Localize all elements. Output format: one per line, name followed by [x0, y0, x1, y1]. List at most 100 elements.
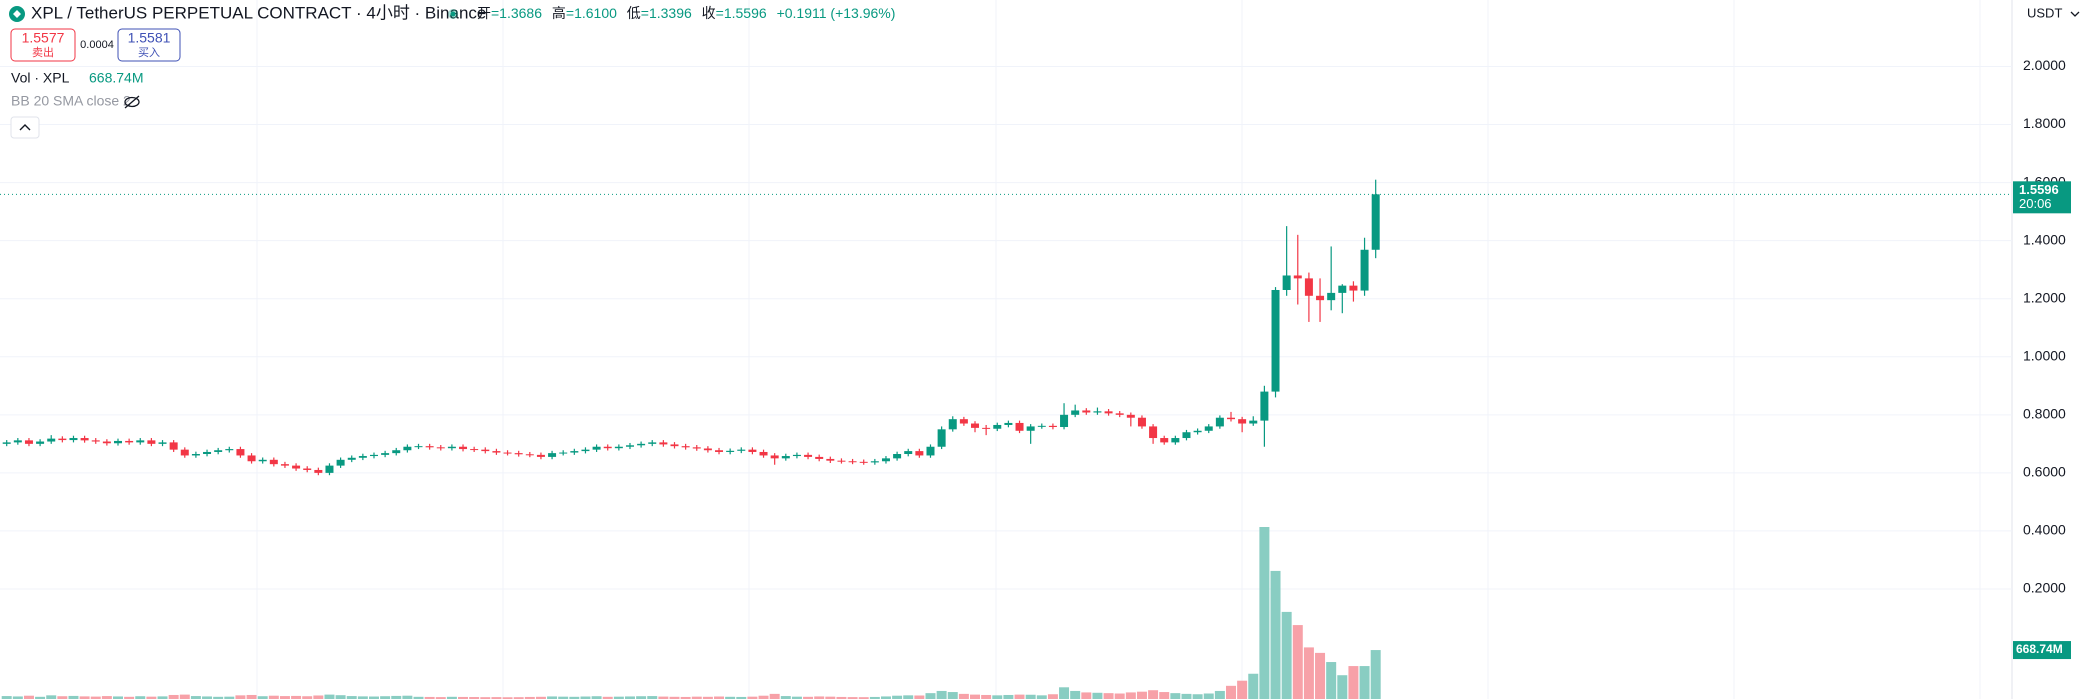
sell-price: 1.5577	[22, 30, 65, 46]
candle-body	[1149, 426, 1158, 439]
ohlc-value: =1.5596	[716, 5, 767, 21]
volume-bar	[79, 696, 90, 699]
candle-body	[125, 440, 134, 443]
volume-bar	[1159, 692, 1170, 699]
change: +0.1911 (+13.96%)	[777, 5, 896, 21]
volume-bar	[624, 696, 635, 699]
volume-bar	[569, 696, 580, 699]
candle-body	[1060, 414, 1069, 428]
vertical-grid	[256, 0, 1981, 699]
candle-body	[592, 446, 601, 450]
candle-body	[425, 446, 434, 448]
volume-bar	[357, 696, 368, 699]
candle-body	[904, 451, 913, 455]
candle-body	[715, 450, 724, 452]
candle-body	[136, 440, 145, 443]
volume-bar	[246, 694, 257, 699]
candle-body	[403, 446, 412, 451]
candle-body	[525, 454, 534, 456]
volume-bar	[658, 696, 669, 699]
candle-body	[2, 442, 11, 444]
volume-bar	[279, 696, 290, 699]
volume-bar	[680, 696, 691, 699]
candle-body	[926, 446, 935, 456]
candle-body	[570, 451, 579, 453]
candle-body	[114, 440, 122, 444]
volume-bar	[814, 696, 825, 699]
candle-body	[1104, 411, 1113, 414]
candle-body	[292, 465, 301, 469]
candle-body	[648, 442, 657, 444]
candle-body	[158, 442, 167, 444]
candle-body	[13, 440, 22, 443]
candle-body	[1193, 430, 1202, 433]
volume-bar	[958, 693, 969, 699]
candle-body	[347, 457, 356, 460]
candle-body	[247, 455, 256, 462]
volume-bar	[914, 695, 925, 699]
candle-body	[1271, 289, 1280, 392]
trade-buttons: 1.5577 卖出 0.0004 1.5581 买入	[10, 28, 181, 62]
candle-body	[559, 452, 568, 454]
candle-body	[214, 450, 223, 452]
candle-body	[203, 451, 212, 455]
candle-body	[737, 449, 746, 451]
sell-button[interactable]	[10, 28, 76, 62]
candle-body	[548, 453, 557, 457]
volume-bar	[1326, 662, 1337, 699]
eye-slash	[124, 95, 140, 109]
volume-bar	[1136, 691, 1147, 699]
volume-bar	[780, 696, 791, 699]
candle-body	[1227, 417, 1235, 420]
volume-bar	[547, 696, 558, 699]
y-tick-label: 0.4000	[2023, 522, 2066, 538]
symbol-title[interactable]: XPL / TetherUS PERPETUAL CONTRACT · 4小时 …	[31, 3, 486, 22]
volume-bar	[1070, 690, 1081, 699]
status-dot	[450, 11, 456, 17]
volume-bar	[1036, 695, 1047, 699]
volume-bar	[714, 696, 725, 699]
ohlc-value: =1.6100	[566, 5, 617, 21]
candle-body	[358, 456, 367, 458]
candle-body	[826, 458, 835, 461]
volume-bar	[1181, 693, 1192, 699]
y-tick-label: 2.0000	[2023, 57, 2066, 73]
volume-bar	[602, 696, 613, 699]
volume-bar	[113, 696, 123, 699]
volume-bar	[257, 696, 268, 699]
candle-body	[1026, 426, 1035, 431]
collapse-button[interactable]	[10, 116, 40, 139]
candle-body	[36, 441, 45, 444]
volume-bar	[769, 693, 780, 699]
volume-bar	[803, 696, 814, 699]
candle-body	[670, 444, 679, 447]
candle-body	[1093, 411, 1102, 413]
volume-bar	[1092, 692, 1103, 699]
candle-body	[1015, 422, 1024, 431]
volume-bar	[880, 696, 891, 699]
candle-body	[1249, 420, 1258, 424]
volume-indicator-label[interactable]: Vol · XPL	[11, 70, 70, 86]
bb-indicator-label[interactable]: BB 20 SMA close 2	[11, 93, 131, 109]
candle-body	[881, 458, 890, 462]
hidden-eye-icon[interactable]	[124, 95, 140, 109]
volume-bar	[1281, 611, 1292, 699]
y-tick-label: 0.8000	[2023, 406, 2066, 422]
candle-body	[225, 449, 234, 451]
volume-bar	[424, 696, 435, 699]
currency-selector[interactable]: USDT	[2027, 5, 2080, 20]
volume-bar	[57, 696, 68, 699]
y-tick-label: 1.8000	[2023, 115, 2066, 131]
volume-bar	[758, 695, 769, 699]
volume-bar	[190, 696, 201, 699]
volume-bar	[791, 696, 802, 699]
candle-body	[369, 454, 378, 457]
volume-bar	[1348, 666, 1359, 699]
candle-body	[915, 451, 924, 456]
volume-bar	[1303, 647, 1314, 699]
volume-bar	[491, 697, 502, 699]
buy-button[interactable]	[117, 28, 181, 62]
candle-body	[681, 446, 690, 448]
candle-body	[1048, 425, 1057, 428]
volume-bar	[669, 696, 680, 699]
